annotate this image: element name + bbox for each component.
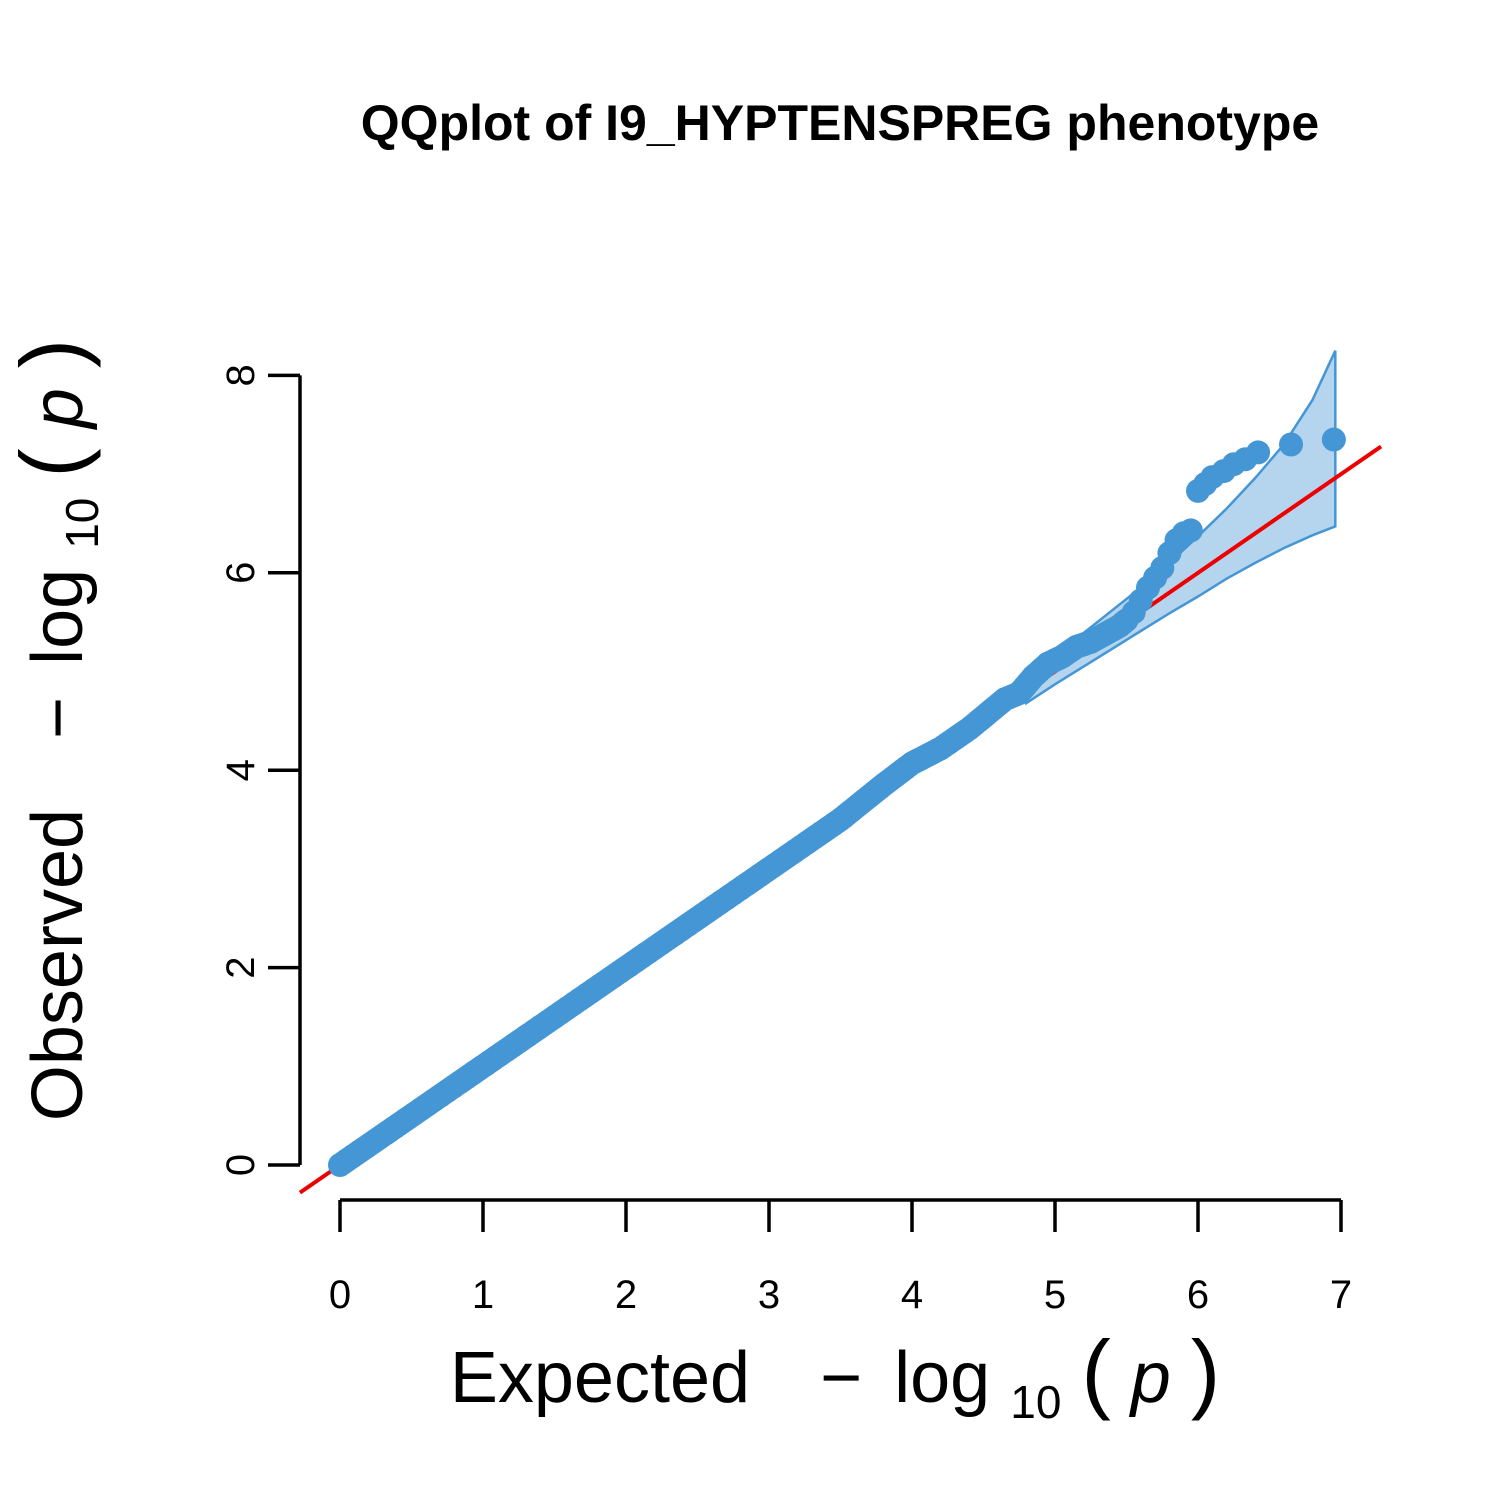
x-axis-label-base: 10 — [1010, 1376, 1061, 1428]
x-axis-label: Expected − log 10 ( p ) — [450, 1322, 1220, 1434]
data-point — [1178, 518, 1203, 543]
x-tick-label: 0 — [329, 1273, 351, 1317]
y-axis-label-open-paren: ( — [2, 448, 101, 477]
y-axis-label-base: 10 — [56, 498, 108, 549]
data-point — [1321, 427, 1346, 452]
x-axis-label-var: p — [1129, 1338, 1171, 1418]
x-axis: 0 1 2 3 4 5 6 7 — [329, 1198, 1352, 1317]
y-tick-label: 0 — [219, 1154, 263, 1176]
x-tick-label: 1 — [472, 1273, 494, 1317]
x-tick-label: 3 — [758, 1273, 780, 1317]
plot-area — [298, 350, 1383, 1195]
x-axis-label-log: log — [894, 1338, 990, 1418]
y-tick-label: 4 — [219, 759, 263, 781]
data-points — [328, 427, 1346, 1177]
y-axis-label-minus: − — [18, 697, 98, 739]
x-axis-label-word: Expected — [450, 1338, 750, 1418]
y-tick-label: 2 — [219, 956, 263, 978]
x-tick-label: 2 — [615, 1273, 637, 1317]
y-axis-label-log: log — [18, 569, 98, 665]
x-tick-label: 7 — [1330, 1273, 1352, 1317]
x-tick-label: 5 — [1044, 1273, 1066, 1317]
x-tick-label: 6 — [1187, 1273, 1209, 1317]
y-axis-label-word: Observed — [18, 809, 98, 1121]
y-axis-label-var: p — [18, 388, 98, 430]
x-axis-label-minus: − — [820, 1338, 862, 1418]
data-point — [1246, 440, 1271, 465]
x-axis-label-close-paren: ) — [1191, 1322, 1220, 1421]
y-axis-label-close-paren: ) — [2, 339, 101, 368]
x-axis-label-open-paren: ( — [1081, 1322, 1110, 1421]
y-axis-label: Observed − log 10 ( p ) — [2, 339, 114, 1121]
x-tick-label: 4 — [901, 1273, 923, 1317]
data-point — [1279, 432, 1303, 457]
y-tick-label: 6 — [219, 562, 263, 584]
y-axis: 0 2 4 6 8 — [219, 364, 302, 1176]
chart-title: QQplot of I9_HYPTENSPREG phenotype — [361, 95, 1319, 151]
y-tick-label: 8 — [219, 364, 263, 386]
